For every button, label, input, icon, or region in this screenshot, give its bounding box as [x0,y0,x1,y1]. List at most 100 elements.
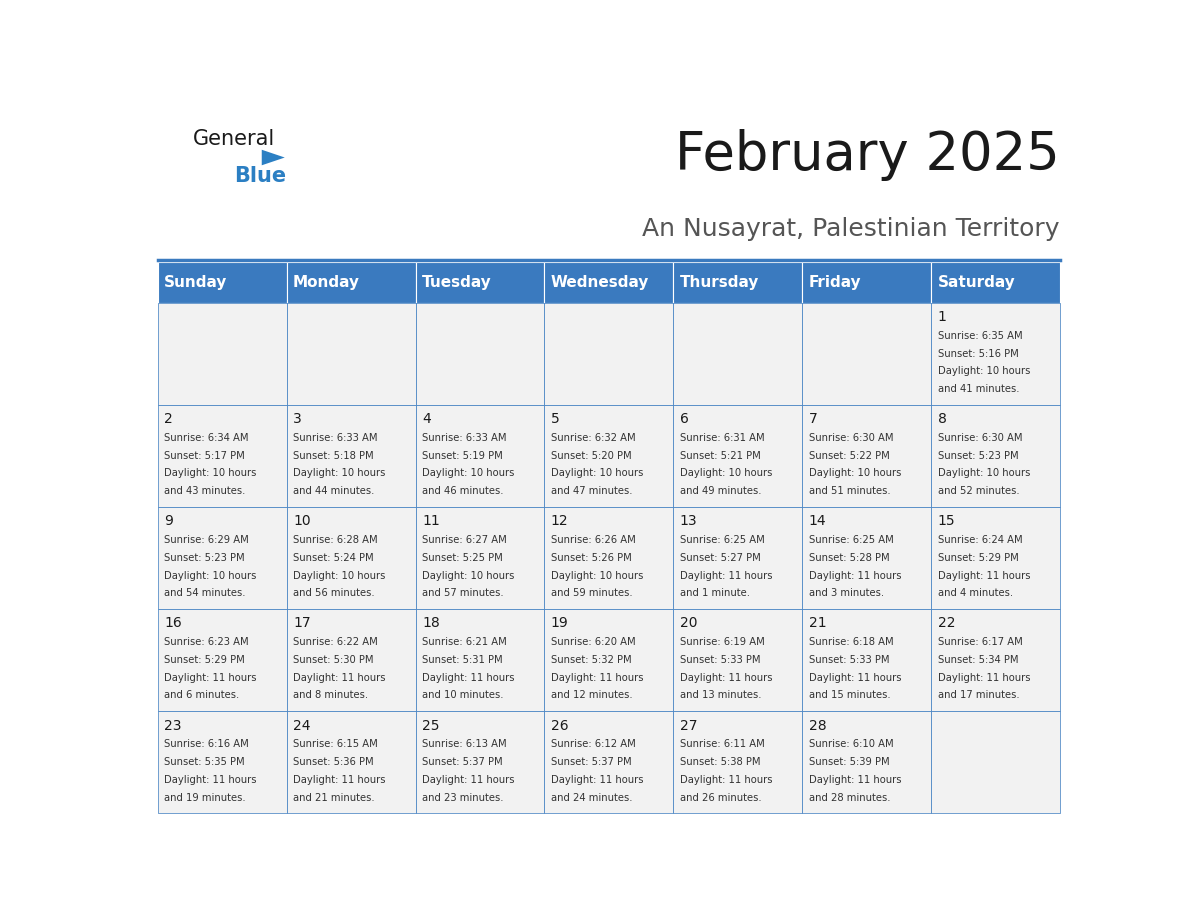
Text: Tuesday: Tuesday [422,275,492,290]
Text: Daylight: 11 hours: Daylight: 11 hours [293,673,386,683]
Text: 11: 11 [422,514,440,529]
Bar [931,303,1060,405]
Text: Daylight: 10 hours: Daylight: 10 hours [422,468,514,478]
Bar [544,610,674,711]
Polygon shape [261,150,285,165]
Text: 16: 16 [164,617,182,631]
Text: and 49 minutes.: and 49 minutes. [680,487,762,497]
Text: An Nusayrat, Palestinian Territory: An Nusayrat, Palestinian Territory [643,217,1060,241]
Text: Sunrise: 6:30 AM: Sunrise: 6:30 AM [809,432,893,442]
Text: Sunset: 5:16 PM: Sunset: 5:16 PM [937,349,1018,359]
Bar [416,263,544,303]
Text: General: General [192,129,274,149]
Text: Sunrise: 6:17 AM: Sunrise: 6:17 AM [937,637,1023,647]
Text: and 17 minutes.: and 17 minutes. [937,690,1019,700]
Text: 10: 10 [293,514,311,529]
Text: Sunrise: 6:33 AM: Sunrise: 6:33 AM [293,432,378,442]
Bar [544,303,674,405]
Text: Daylight: 10 hours: Daylight: 10 hours [937,366,1030,376]
Text: Daylight: 11 hours: Daylight: 11 hours [680,673,772,683]
Text: Sunday: Sunday [164,275,228,290]
Text: 15: 15 [937,514,955,529]
Text: Sunset: 5:30 PM: Sunset: 5:30 PM [293,655,373,665]
Text: Daylight: 11 hours: Daylight: 11 hours [293,775,386,785]
Text: 19: 19 [551,617,569,631]
Text: and 52 minutes.: and 52 minutes. [937,487,1019,497]
Text: 24: 24 [293,719,310,733]
Text: Sunrise: 6:30 AM: Sunrise: 6:30 AM [937,432,1022,442]
Bar [416,405,544,508]
Text: 21: 21 [809,617,827,631]
Text: Daylight: 11 hours: Daylight: 11 hours [164,775,257,785]
Text: Sunset: 5:29 PM: Sunset: 5:29 PM [164,655,245,665]
Text: and 54 minutes.: and 54 minutes. [164,588,246,599]
Text: 7: 7 [809,412,817,426]
Text: Blue: Blue [234,166,286,185]
Text: Daylight: 10 hours: Daylight: 10 hours [809,468,901,478]
Text: and 44 minutes.: and 44 minutes. [293,487,374,497]
Bar [544,405,674,508]
Text: Daylight: 11 hours: Daylight: 11 hours [551,775,644,785]
Text: 5: 5 [551,412,560,426]
Bar [544,263,674,303]
Text: Sunrise: 6:29 AM: Sunrise: 6:29 AM [164,535,249,545]
Bar [416,610,544,711]
Text: Sunrise: 6:28 AM: Sunrise: 6:28 AM [293,535,378,545]
Text: Daylight: 11 hours: Daylight: 11 hours [680,775,772,785]
Text: Daylight: 11 hours: Daylight: 11 hours [937,571,1030,580]
Text: Sunset: 5:39 PM: Sunset: 5:39 PM [809,756,890,767]
Bar [286,711,416,813]
Text: and 28 minutes.: and 28 minutes. [809,792,890,802]
Bar [931,610,1060,711]
Text: Sunrise: 6:23 AM: Sunrise: 6:23 AM [164,637,248,647]
Text: and 8 minutes.: and 8 minutes. [293,690,368,700]
Bar [158,508,286,610]
Text: Daylight: 10 hours: Daylight: 10 hours [551,571,643,580]
Text: 3: 3 [293,412,302,426]
Text: Sunrise: 6:24 AM: Sunrise: 6:24 AM [937,535,1022,545]
Text: and 41 minutes.: and 41 minutes. [937,385,1019,394]
Text: Sunrise: 6:16 AM: Sunrise: 6:16 AM [164,739,249,749]
Text: Sunset: 5:38 PM: Sunset: 5:38 PM [680,756,760,767]
Text: 17: 17 [293,617,311,631]
Text: and 19 minutes.: and 19 minutes. [164,792,246,802]
Bar [416,303,544,405]
Text: Sunset: 5:33 PM: Sunset: 5:33 PM [809,655,889,665]
Text: 1: 1 [937,310,947,324]
Text: and 3 minutes.: and 3 minutes. [809,588,884,599]
Text: Sunset: 5:22 PM: Sunset: 5:22 PM [809,451,890,461]
Text: 14: 14 [809,514,827,529]
Text: and 10 minutes.: and 10 minutes. [422,690,504,700]
Bar [158,263,286,303]
Text: Sunrise: 6:35 AM: Sunrise: 6:35 AM [937,330,1022,341]
Text: Sunset: 5:37 PM: Sunset: 5:37 PM [551,756,632,767]
Text: Daylight: 10 hours: Daylight: 10 hours [680,468,772,478]
Text: Saturday: Saturday [937,275,1016,290]
Bar [802,405,931,508]
Text: Sunrise: 6:25 AM: Sunrise: 6:25 AM [680,535,765,545]
Bar [286,610,416,711]
Text: Daylight: 11 hours: Daylight: 11 hours [422,775,514,785]
Text: and 23 minutes.: and 23 minutes. [422,792,504,802]
Text: 4: 4 [422,412,431,426]
Text: Daylight: 10 hours: Daylight: 10 hours [164,468,257,478]
Text: 13: 13 [680,514,697,529]
Bar [802,303,931,405]
Text: and 57 minutes.: and 57 minutes. [422,588,504,599]
Text: 27: 27 [680,719,697,733]
Text: Daylight: 11 hours: Daylight: 11 hours [164,673,257,683]
Text: 6: 6 [680,412,689,426]
Text: Sunset: 5:17 PM: Sunset: 5:17 PM [164,451,245,461]
Bar [158,303,286,405]
Text: 25: 25 [422,719,440,733]
Text: Daylight: 11 hours: Daylight: 11 hours [551,673,644,683]
Text: Sunrise: 6:34 AM: Sunrise: 6:34 AM [164,432,248,442]
Text: Daylight: 11 hours: Daylight: 11 hours [680,571,772,580]
Text: and 24 minutes.: and 24 minutes. [551,792,632,802]
Text: Sunrise: 6:27 AM: Sunrise: 6:27 AM [422,535,507,545]
Bar [416,508,544,610]
Bar [158,711,286,813]
Bar [286,263,416,303]
Text: Daylight: 10 hours: Daylight: 10 hours [422,571,514,580]
Bar [931,711,1060,813]
